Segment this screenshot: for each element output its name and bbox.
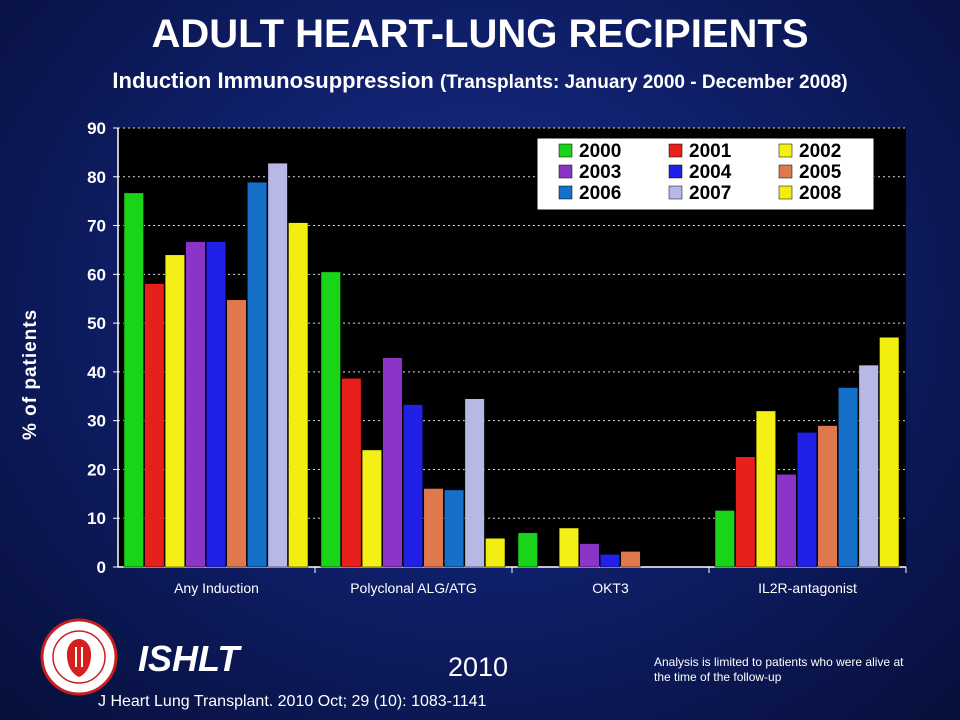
legend-label-2008: 2008 [799,183,841,204]
bar-2004-1 [402,404,424,568]
y-tick-label: 20 [87,460,106,479]
y-tick-label: 30 [87,412,106,431]
page-subtitle: Induction Immunosuppression (Transplants… [0,68,960,94]
bar-2008-1 [485,537,506,568]
x-tick-label: Polyclonal ALG/ATG [350,580,477,596]
legend-swatch-2001 [668,143,683,158]
bar-2000-2 [517,532,538,568]
bar-2002-1 [361,449,382,568]
legend-swatch-2003 [558,164,573,179]
legend-label-2004: 2004 [689,162,732,183]
analysis-note: Analysis is limited to patients who were… [654,655,904,684]
bar-2003-1 [382,357,403,568]
y-tick-label: 60 [87,265,106,284]
y-tick-label: 80 [87,168,106,187]
bar-2000-3 [714,510,735,568]
bar-2002-2 [558,527,579,568]
bar-2004-3 [796,432,818,568]
bar-2005-3 [817,425,838,568]
legend-label-2001: 2001 [689,141,732,162]
legend-label-2007: 2007 [689,183,731,204]
bar-2004-0 [205,241,227,568]
legend-label-2003: 2003 [579,162,621,183]
bar-2007-3 [858,364,879,568]
bar-2000-0 [123,192,144,568]
bar-2003-0 [185,241,206,568]
bar-2004-2 [599,554,621,568]
bar-2006-1 [444,489,465,568]
bar-2008-3 [879,337,900,568]
bar-2003-3 [776,474,797,568]
x-tick-label: OKT3 [592,580,629,596]
legend-swatch-2005 [778,164,793,179]
y-tick-label: 50 [87,314,106,333]
bar-2007-1 [464,398,485,568]
bar-2005-1 [423,488,444,568]
subtitle-date-range: (Transplants: January 2000 - December 20… [439,72,848,93]
bar-2001-1 [341,377,362,568]
y-tick-label: 10 [87,509,106,528]
bar-2002-0 [164,254,185,568]
legend-label-2005: 2005 [799,162,842,183]
legend-swatch-2002 [778,143,793,158]
bar-2003-2 [579,543,600,568]
legend-label-2000: 2000 [579,141,621,162]
bar-2002-3 [755,410,776,568]
page-title: ADULT HEART-LUNG RECIPIENTS [151,12,809,56]
bar-2006-0 [247,181,268,568]
legend-swatch-2000 [558,143,573,158]
bar-2008-0 [288,222,309,568]
citation: J Heart Lung Transplant. 2010 Oct; 29 (1… [98,693,487,710]
year-label: 2010 [448,652,509,682]
y-tick-label: 90 [87,119,106,138]
bar-2006-3 [838,387,859,568]
x-tick-label: IL2R-antagonist [758,580,857,596]
subtitle-main: Induction Immunosuppression [112,68,434,93]
legend-label-2006: 2006 [579,183,621,204]
legend-label-2002: 2002 [799,141,841,162]
legend-swatch-2007 [668,185,683,200]
bar-2007-0 [267,162,288,568]
bar-2000-1 [320,271,341,568]
ishlt-logo-icon [40,618,118,696]
bar-2001-0 [144,283,165,568]
legend-swatch-2004 [668,164,683,179]
x-tick-label: Any Induction [174,580,259,596]
y-tick-label: 0 [97,558,106,577]
y-tick-label: 70 [87,217,106,236]
legend-swatch-2006 [558,185,573,200]
bar-2005-0 [226,299,247,568]
y-tick-label: 40 [87,363,106,382]
legend-box [536,137,875,211]
ishlt-label: ISHLT [138,638,240,679]
bar-2001-3 [735,456,756,568]
bar-2005-2 [620,551,641,568]
legend-swatch-2008 [778,185,793,200]
